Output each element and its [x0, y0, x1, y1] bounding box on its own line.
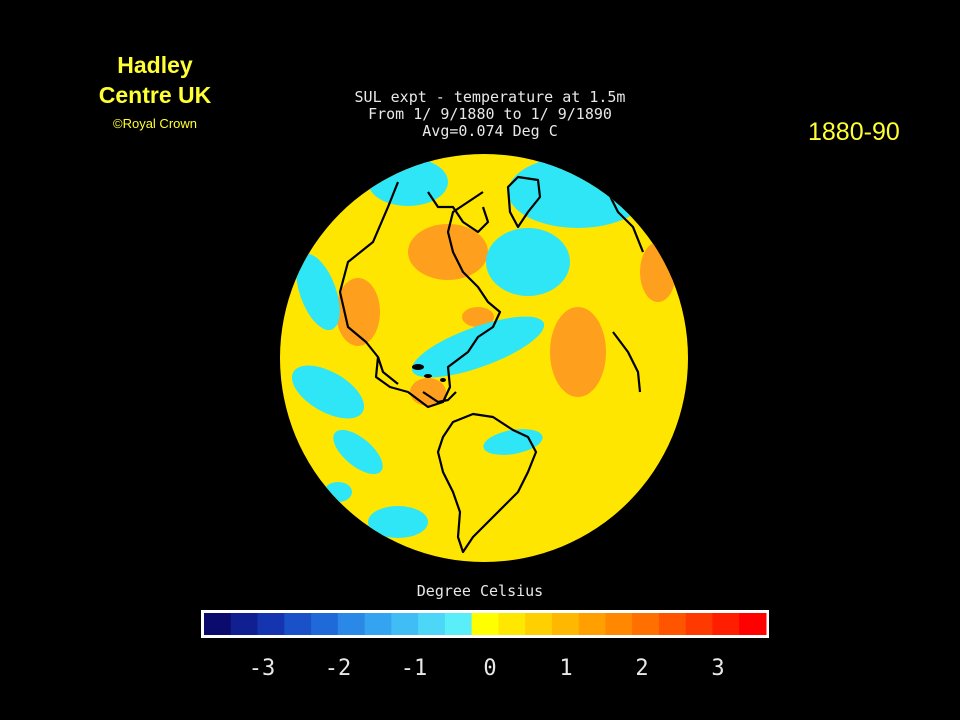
colorbar-swatch	[551, 613, 580, 635]
colorbar-swatch	[364, 613, 392, 635]
colorbar-tick-label: 3	[711, 656, 724, 681]
colorbar-swatch	[471, 613, 499, 635]
colorbar-tick-label: -1	[401, 656, 428, 681]
credit-block: Hadley Centre UK ©Royal Crown	[60, 50, 250, 131]
globe-map	[280, 154, 688, 562]
colorbar-swatch	[257, 613, 285, 635]
colorbar-tick-label: -2	[325, 656, 352, 681]
colorbar-swatch	[632, 613, 660, 635]
colorbar-swatch	[444, 613, 473, 635]
colorbar-swatch	[739, 613, 767, 635]
colorbar-swatch	[311, 613, 339, 635]
colorbar-swatch	[498, 613, 526, 635]
colorbar-tick-label: 1	[559, 656, 572, 681]
colorbar-swatch	[685, 613, 713, 635]
colorbar-swatch	[391, 613, 419, 635]
colorbar-swatch	[525, 613, 553, 635]
credit-line-2: Centre UK	[98, 82, 212, 108]
colorbar-swatch	[578, 613, 606, 635]
colorbar-swatch	[605, 613, 633, 635]
colorbar-tick-label: 0	[483, 656, 496, 681]
colorbar-tick-label: -3	[249, 656, 276, 681]
colorbar-swatch	[418, 613, 446, 635]
island-marks	[412, 364, 446, 382]
period-label: 1880-90	[808, 118, 900, 146]
colorbar-swatch	[230, 613, 259, 635]
colorbar-swatch	[658, 613, 687, 635]
colorbar-unit-label: Degree Celsius	[416, 582, 544, 600]
colorbar-swatch	[204, 613, 232, 635]
warm-anomaly-areas	[336, 224, 676, 406]
copyright-notice: ©Royal Crown	[113, 116, 197, 131]
plot-title-line-3: Avg=0.074 Deg C	[422, 122, 558, 140]
colorbar-swatch	[284, 613, 312, 635]
coastlines	[338, 171, 675, 554]
plot-title-line-2: From 1/ 9/1880 to 1/ 9/1890	[368, 105, 612, 123]
plot-title-line-1: SUL expt - temperature at 1.5m	[354, 88, 626, 106]
colorbar-swatch	[712, 613, 740, 635]
plot-title: SUL expt - temperature at 1.5m From 1/ 9…	[330, 89, 650, 140]
colorbar: -3 -2 -1 0 1 2 3	[201, 610, 769, 681]
colorbar-tick-label: 2	[635, 656, 648, 681]
credit-line-1: Hadley	[117, 52, 193, 78]
colorbar-swatch	[337, 613, 366, 635]
